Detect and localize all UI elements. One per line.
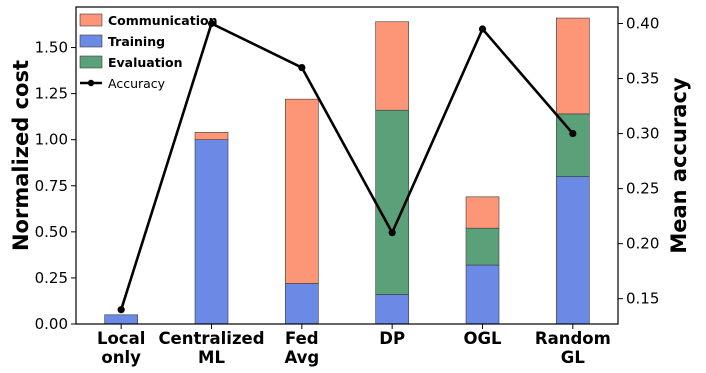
y2-tick-label-1: 0.20: [626, 235, 659, 253]
plot-frame: [75, 6, 619, 325]
bar-training-2: [285, 283, 319, 325]
accuracy-point-2: [298, 63, 306, 72]
legend-label-evaluation: Evaluation: [108, 55, 183, 70]
bar-training-1: [194, 139, 229, 325]
accuracy-line: [119, 22, 574, 311]
axes-layer: 0.00 0.25 0.50 0.75 1.00 1.25 1.50 0.15 0.20 0.25…: [35, 15, 660, 367]
accuracy-point-5: [569, 129, 577, 138]
bar-communication-1: [194, 132, 229, 140]
bar-evaluation-5: [556, 113, 590, 177]
legend-swatch-communication: [79, 13, 103, 27]
legend: Communication Training Evaluation Accuracy: [79, 13, 218, 91]
y2-tick-label-5: 0.40: [626, 15, 659, 33]
x-category-label-1-0: Centralized: [158, 329, 264, 348]
x-category-label-0-1: only: [101, 348, 141, 367]
y-axis-title: Normalized cost: [9, 60, 33, 251]
y-tick-label-4: 1.00: [35, 131, 68, 149]
accuracy-point-4: [478, 25, 487, 33]
x-category-label-2-1: Avg: [284, 348, 319, 367]
y-tick-label-1: 0.25: [35, 269, 68, 287]
legend-swatch-training: [79, 34, 103, 48]
bar-communication-3: [375, 21, 409, 111]
bar-communication-5: [556, 17, 590, 115]
legend-label-communication: Communication: [108, 13, 218, 28]
accuracy-point-3: [388, 229, 396, 237]
x-category-label-0-0: Local: [97, 329, 145, 348]
y2-tick-label-0: 0.15: [626, 290, 659, 308]
x-category-label-5-1: GL: [561, 348, 586, 367]
y2-axis-title: Mean accuracy: [667, 77, 691, 254]
bar-evaluation-3: [375, 109, 409, 295]
bar-training-3: [375, 294, 409, 325]
y2-tick-label-4: 0.35: [626, 70, 659, 88]
y2-tick-label-3: 0.30: [626, 125, 659, 143]
accuracy-point-0: [117, 306, 125, 314]
y-tick-label-0: 0.00: [35, 315, 68, 333]
bar-communication-4: [465, 196, 500, 229]
bars-layer: [104, 17, 590, 325]
bar-communication-2: [285, 98, 319, 284]
legend-label-training: Training: [108, 34, 165, 49]
y2-tick-label-2: 0.25: [626, 180, 659, 198]
x-category-label-2-0: Fed: [285, 329, 319, 348]
accuracy-point-1: [207, 19, 216, 28]
x-category-label-5-0: Random: [535, 329, 611, 348]
bar-training-0: [104, 314, 138, 325]
y-tick-label-3: 0.75: [35, 177, 68, 195]
bar-training-5: [556, 176, 590, 325]
legend-label-accuracy: Accuracy: [108, 76, 166, 91]
y-tick-label-2: 0.50: [35, 223, 68, 241]
y-tick-label-5: 1.25: [35, 85, 68, 103]
x-category-label-1-1: ML: [198, 348, 225, 367]
x-category-label-3-0: DP: [379, 329, 405, 348]
x-category-label-4-0: OGL: [463, 329, 502, 348]
accuracy-line-layer: [117, 19, 577, 314]
bar-training-4: [465, 264, 500, 325]
legend-swatch-evaluation: [79, 55, 103, 69]
y-tick-label-6: 1.50: [35, 39, 68, 57]
legend-marker-accuracy: [87, 79, 95, 87]
bar-evaluation-4: [465, 227, 500, 266]
